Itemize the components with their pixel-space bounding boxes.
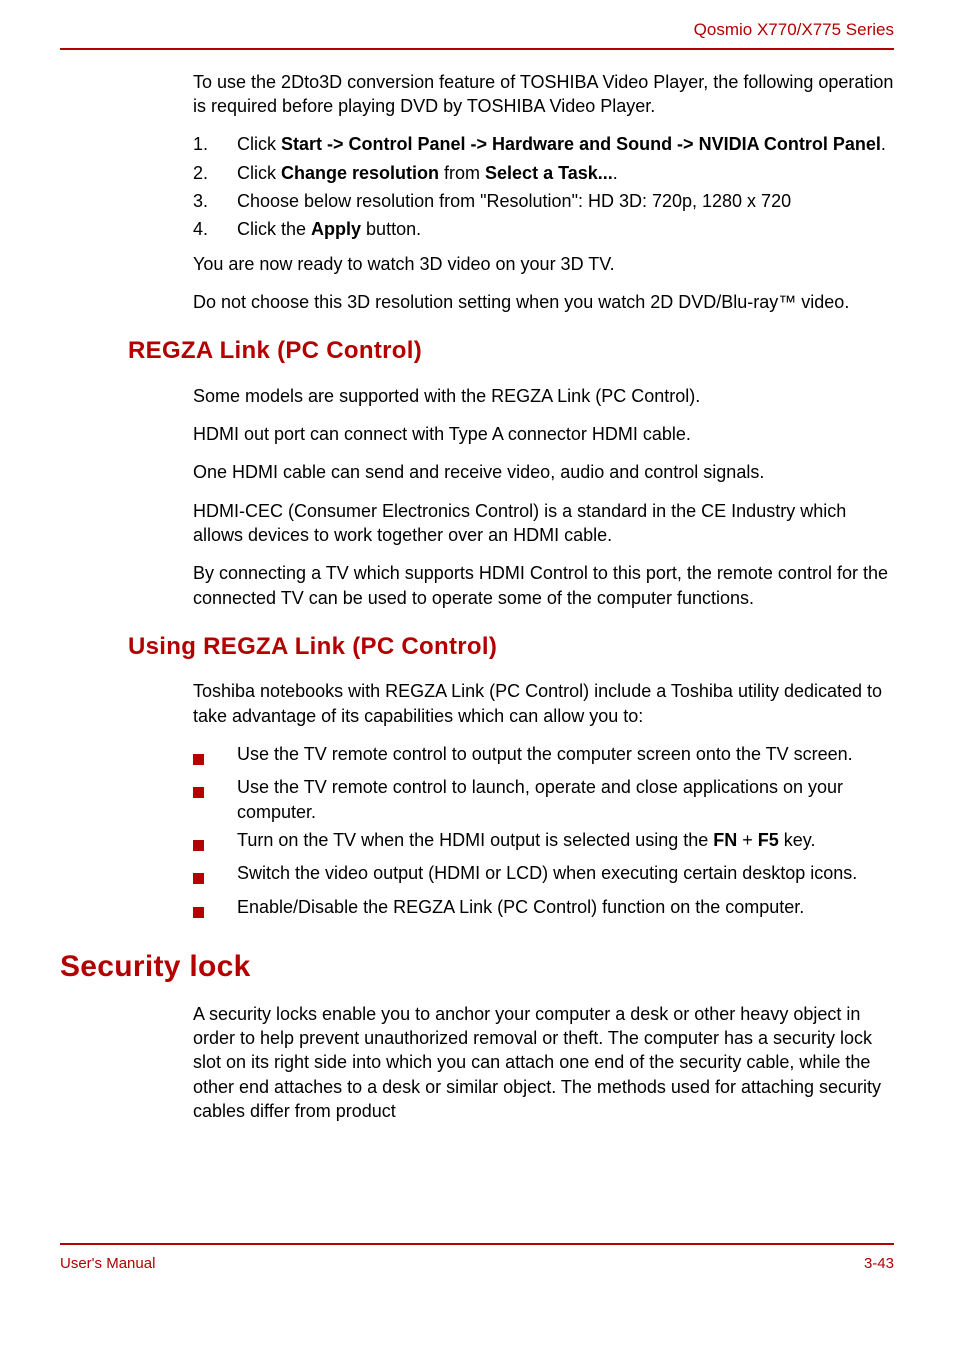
step-1: 1. Click Start -> Control Panel -> Hardw… [193,132,894,156]
step-content: Click Change resolution from Select a Ta… [237,161,894,185]
bold-text: Select a Task... [485,163,613,183]
regza-heading: REGZA Link (PC Control) [128,334,894,368]
step-content: Click Start -> Control Panel -> Hardware… [237,132,894,156]
footer-divider [60,1243,894,1245]
step-3: 3. Choose below resolution from "Resolut… [193,189,894,213]
step-number: 3. [193,189,237,213]
security-lock-heading: Security lock [60,946,894,988]
footer-left: User's Manual [60,1253,155,1274]
text: Click [237,134,281,154]
bold-text: Change resolution [281,163,439,183]
regza-p5: By connecting a TV which supports HDMI C… [193,561,894,610]
using-regza-heading: Using REGZA Link (PC Control) [128,630,894,664]
bold-text: Start -> Control Panel -> Hardware and S… [281,134,881,154]
regza-p1: Some models are supported with the REGZA… [193,384,894,408]
bullet-icon [193,861,237,890]
regza-p2: HDMI out port can connect with Type A co… [193,422,894,446]
regza-p4: HDMI-CEC (Consumer Electronics Control) … [193,499,894,548]
step-number: 2. [193,161,237,185]
step-4: 4. Click the Apply button. [193,217,894,241]
bullet-3: Turn on the TV when the HDMI output is s… [193,828,894,857]
text: Click [237,163,281,183]
regza-p3: One HDMI cable can send and receive vide… [193,460,894,484]
bold-text: Apply [311,219,361,239]
post-step-p1: You are now ready to watch 3D video on y… [193,252,894,276]
post-step-p2: Do not choose this 3D resolution setting… [193,290,894,314]
bullet-2: Use the TV remote control to launch, ope… [193,775,894,824]
bullet-icon [193,775,237,804]
header-divider [60,48,894,50]
bullet-content: Enable/Disable the REGZA Link (PC Contro… [237,895,894,919]
bullet-content: Turn on the TV when the HDMI output is s… [237,828,894,852]
security-p1: A security locks enable you to anchor yo… [193,1002,894,1123]
text: . [881,134,886,154]
text: Turn on the TV when the HDMI output is s… [237,830,713,850]
bullet-icon [193,742,237,771]
step-number: 4. [193,217,237,241]
text: key. [779,830,816,850]
text: Click the [237,219,311,239]
text: button. [361,219,421,239]
step-content: Click the Apply button. [237,217,894,241]
bold-text: FN [713,830,737,850]
text: + [737,830,758,850]
step-number: 1. [193,132,237,156]
bold-text: F5 [758,830,779,850]
footer-right: 3-43 [864,1253,894,1274]
bullet-content: Use the TV remote control to output the … [237,742,894,766]
header-series: Qosmio X770/X775 Series [60,18,894,42]
bullet-content: Use the TV remote control to launch, ope… [237,775,894,824]
bullet-4: Switch the video output (HDMI or LCD) wh… [193,861,894,890]
bullet-icon [193,828,237,857]
bullet-icon [193,895,237,924]
bullet-content: Switch the video output (HDMI or LCD) wh… [237,861,894,885]
intro-paragraph: To use the 2Dto3D conversion feature of … [193,70,894,119]
text: . [613,163,618,183]
step-2: 2. Click Change resolution from Select a… [193,161,894,185]
text: from [439,163,485,183]
bullet-1: Use the TV remote control to output the … [193,742,894,771]
step-content: Choose below resolution from "Resolution… [237,189,894,213]
using-regza-p1: Toshiba notebooks with REGZA Link (PC Co… [193,679,894,728]
footer: User's Manual 3-43 [60,1243,894,1274]
bullet-5: Enable/Disable the REGZA Link (PC Contro… [193,895,894,924]
